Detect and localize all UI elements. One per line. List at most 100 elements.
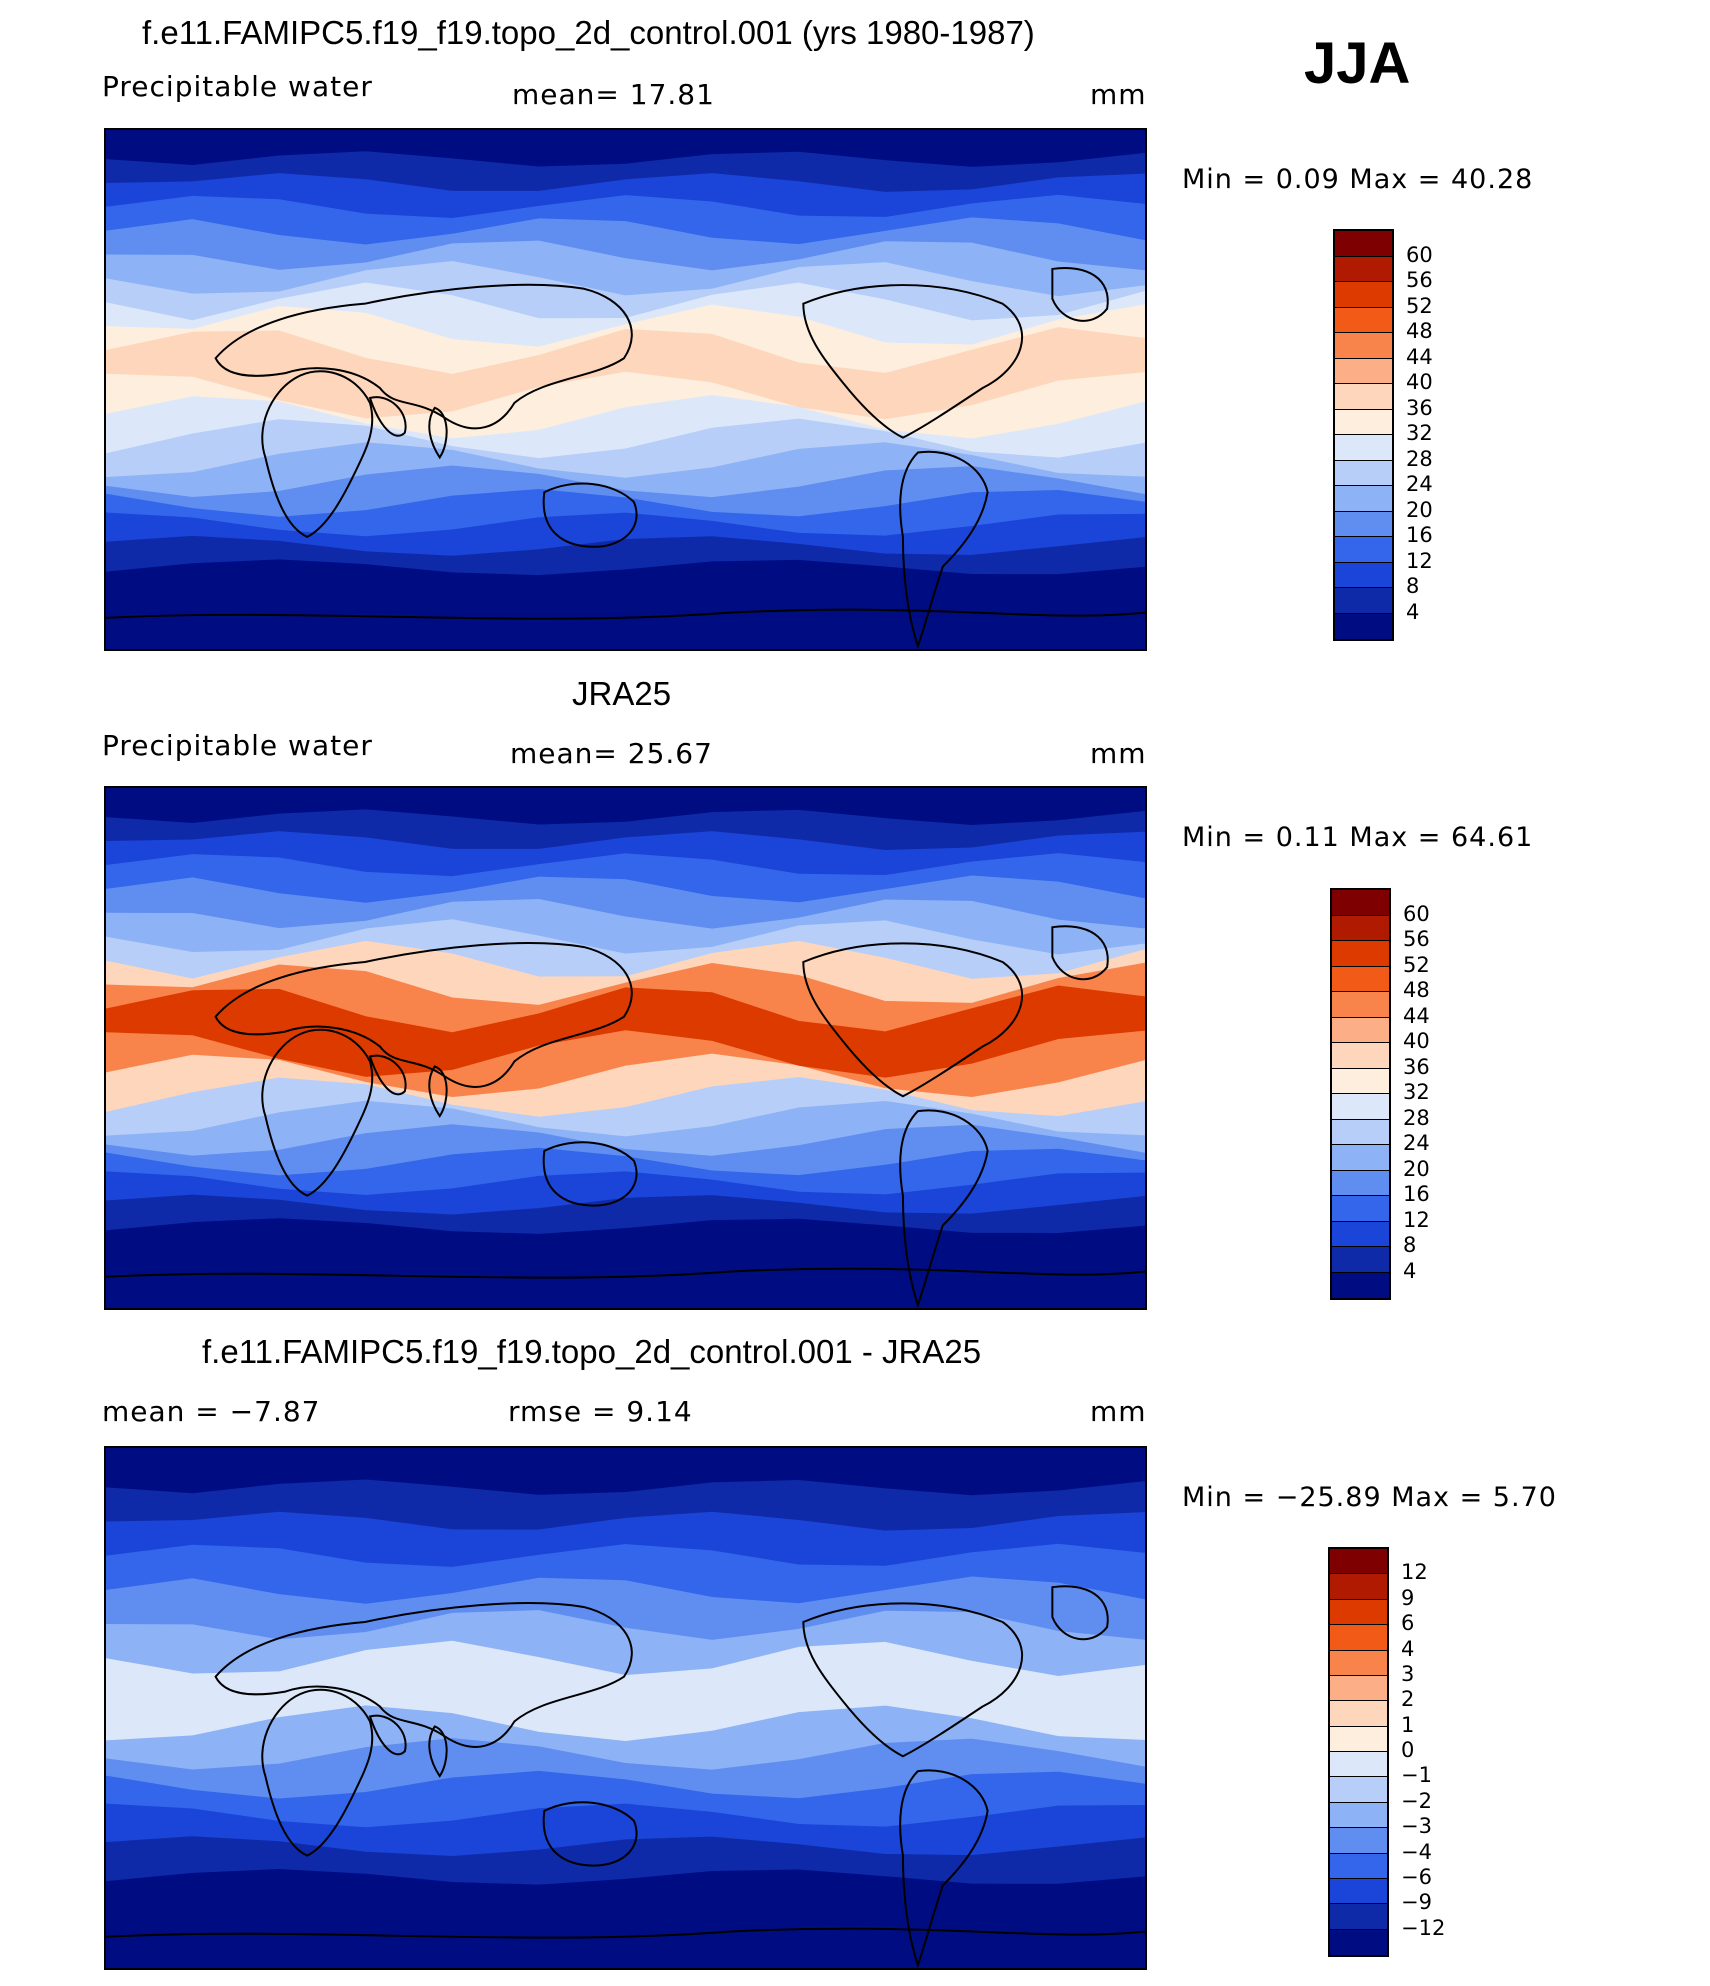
colorbar-tick-label: 40 (1406, 370, 1433, 394)
panel-3-colorbar (1328, 1547, 1389, 1957)
colorbar-cell (1332, 1247, 1389, 1273)
colorbar-cell (1335, 358, 1392, 384)
coastline (214, 1602, 633, 1748)
coastline (1051, 267, 1109, 322)
colorbar-cell (1335, 435, 1392, 461)
colorbar-tick-label: −12 (1401, 1915, 1446, 1940)
colorbar-tick-label: −9 (1401, 1890, 1432, 1915)
colorbar-tick-label: 56 (1403, 927, 1430, 951)
panel-1-minmax: Min = 0.09 Max = 40.28 (1182, 164, 1534, 195)
colorbar-tick-label: −4 (1401, 1839, 1432, 1864)
colorbar-tick-label: 60 (1406, 242, 1433, 267)
colorbar-tick-label: 44 (1403, 1003, 1430, 1028)
colorbar-cell (1330, 1828, 1387, 1854)
colorbar-cell (1330, 1752, 1387, 1778)
colorbar-tick-label: 12 (1403, 1207, 1430, 1232)
colorbar-tick-label: 48 (1406, 319, 1433, 343)
panel-1-field (106, 130, 1145, 649)
coastline (106, 608, 1145, 620)
panel-1-mean: mean= 17.81 (512, 78, 715, 111)
panel-2-variable: Precipitable water (102, 729, 373, 762)
colorbar-tick-label: 4 (1401, 1636, 1415, 1661)
colorbar-cell (1330, 1599, 1387, 1626)
colorbar-tick-label: −2 (1401, 1788, 1432, 1813)
colorbar-cell (1330, 1574, 1387, 1600)
colorbar-tick-label: 16 (1403, 1182, 1430, 1206)
field-band (106, 1640, 1145, 1742)
colorbar-cell (1335, 307, 1392, 333)
colorbar-tick-label: 36 (1403, 1054, 1430, 1079)
colorbar-cell (1330, 1625, 1387, 1651)
coastline (261, 1028, 374, 1197)
colorbar-cell (1335, 384, 1392, 410)
colorbar-cell (1335, 486, 1392, 512)
colorbar-cell (1335, 511, 1392, 537)
panel-2-field (106, 788, 1145, 1308)
colorbar-cell (1330, 1929, 1387, 1955)
colorbar-cell (1332, 890, 1389, 916)
colorbar-tick-label: −3 (1401, 1814, 1432, 1839)
colorbar-tick-label: 20 (1406, 497, 1433, 522)
panel-2-colorbar (1330, 888, 1391, 1300)
coastline (1051, 1585, 1109, 1641)
coastline (899, 1769, 989, 1968)
colorbar-tick-label: 56 (1406, 268, 1433, 292)
panel-1-colorbar (1333, 229, 1394, 641)
coastline (1051, 925, 1109, 981)
season-label: JJA (1304, 31, 1411, 96)
colorbar-cell (1332, 1170, 1389, 1196)
colorbar-cell (1335, 256, 1392, 282)
coastline (261, 1688, 374, 1857)
coastline (261, 370, 374, 538)
colorbar-tick-label: 2 (1401, 1687, 1415, 1712)
colorbar-cell (1330, 1853, 1387, 1879)
colorbar-tick-label: 28 (1406, 446, 1433, 471)
colorbar-cell (1330, 1549, 1387, 1575)
panel-1-map (104, 128, 1147, 651)
panel-3-minmax: Min = −25.89 Max = 5.70 (1182, 1482, 1557, 1513)
colorbar-cell (1330, 1904, 1387, 1930)
panel-2-map (104, 786, 1147, 1310)
colorbar-cell (1332, 1221, 1389, 1247)
colorbar-cell (1335, 231, 1392, 257)
colorbar-cell (1335, 588, 1392, 614)
colorbar-tick-label: 12 (1401, 1560, 1428, 1585)
colorbar-cell (1332, 1119, 1389, 1145)
colorbar-tick-label: 52 (1406, 293, 1433, 318)
colorbar-tick-label: −1 (1401, 1763, 1432, 1788)
colorbar-tick-label: 52 (1403, 952, 1430, 977)
coastline (802, 284, 1023, 439)
coastline (106, 1927, 1145, 1939)
colorbar-cell (1335, 282, 1392, 308)
colorbar-cell (1332, 1145, 1389, 1171)
coastline (106, 1267, 1145, 1279)
colorbar-tick-label: 8 (1406, 574, 1420, 598)
colorbar-tick-label: 0 (1401, 1738, 1415, 1762)
coastline (368, 1054, 448, 1118)
panel-3-rmse: rmse = 9.14 (508, 1395, 693, 1428)
colorbar-tick-label: 1 (1401, 1712, 1415, 1737)
colorbar-cell (1332, 1196, 1389, 1222)
colorbar-tick-label: 32 (1406, 421, 1433, 445)
coastline (802, 942, 1023, 1098)
colorbar-cell (1332, 1272, 1389, 1298)
panel-1-title: f.e11.FAMIPC5.f19_f19.topo_2d_control.00… (142, 14, 1035, 51)
colorbar-cell (1335, 562, 1392, 588)
colorbar-tick-label: 60 (1403, 901, 1430, 926)
colorbar-tick-label: 8 (1403, 1233, 1417, 1257)
coastline (899, 1109, 989, 1308)
colorbar-tick-label: 28 (1403, 1105, 1430, 1130)
colorbar-cell (1330, 1777, 1387, 1803)
coastline (368, 1714, 448, 1778)
panel-2-mean: mean= 25.67 (510, 737, 713, 770)
colorbar-tick-label: 40 (1403, 1029, 1430, 1053)
colorbar-tick-label: 3 (1401, 1661, 1415, 1686)
colorbar-cell (1335, 460, 1392, 486)
colorbar-cell (1332, 966, 1389, 992)
colorbar-tick-label: 4 (1406, 599, 1420, 624)
panel-3-field (106, 1448, 1145, 1968)
colorbar-cell (1330, 1675, 1387, 1702)
coastline (542, 1141, 638, 1207)
colorbar-tick-label: 36 (1406, 395, 1433, 420)
colorbar-cell (1332, 1068, 1389, 1094)
